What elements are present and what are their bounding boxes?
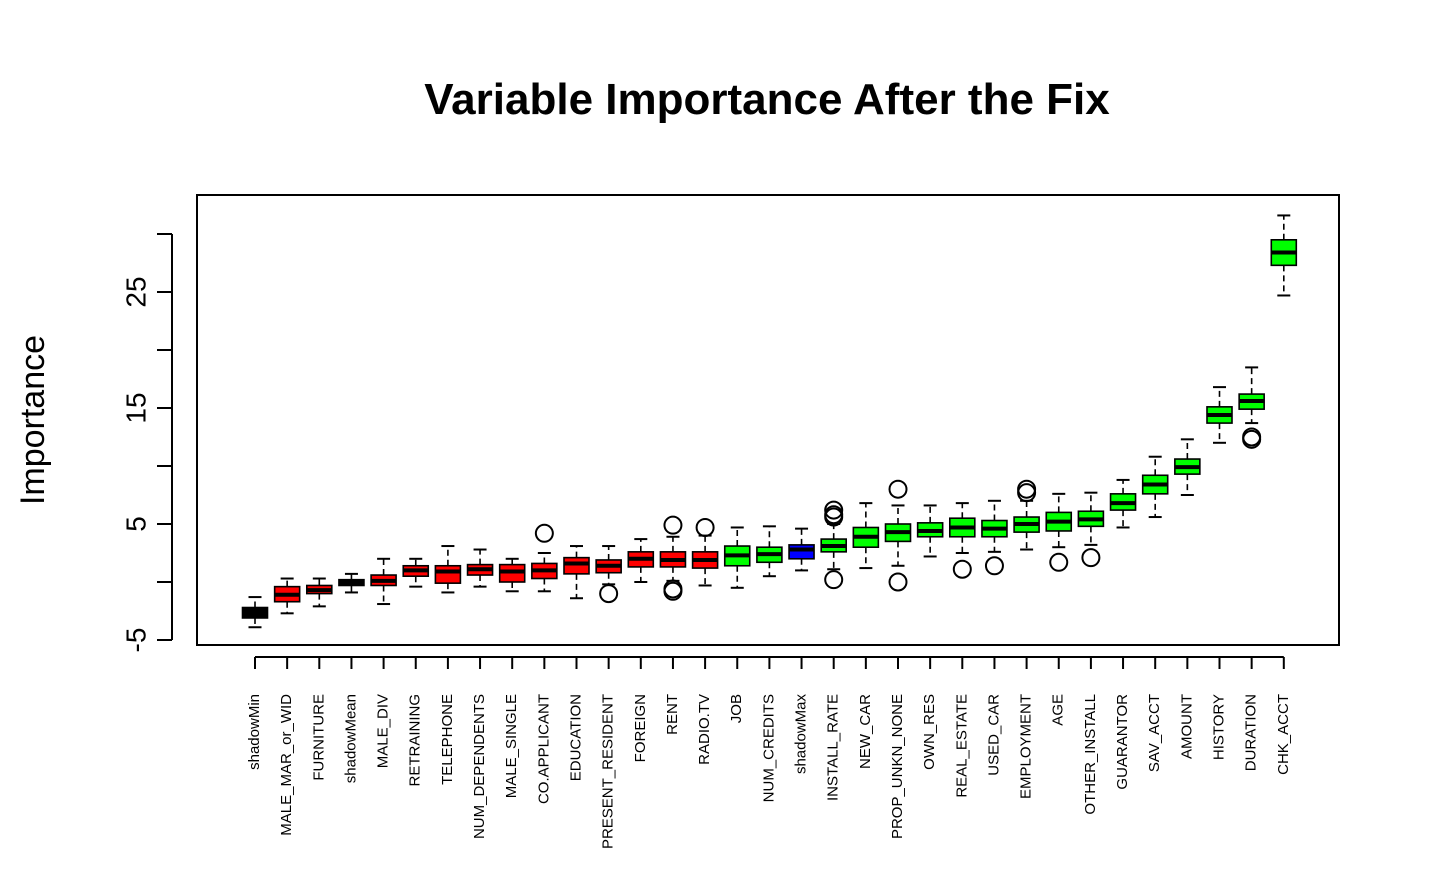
outlier-point xyxy=(663,515,683,535)
box-REAL_ESTATE xyxy=(948,502,976,579)
outlier-point xyxy=(824,500,844,520)
x-tick-label: TELEPHONE xyxy=(439,694,456,785)
box-MALE_DIV xyxy=(370,557,397,606)
outlier-point xyxy=(824,507,844,527)
outlier-point xyxy=(534,523,554,543)
box-NUM_DEPENDENTS xyxy=(466,548,494,588)
x-tick-label: INSTALL_RATE xyxy=(825,694,842,801)
x-tick-label: REAL_ESTATE xyxy=(953,694,970,798)
box-EDUCATION xyxy=(563,545,590,600)
outlier-point xyxy=(952,559,972,579)
box-RENT xyxy=(659,515,687,601)
y-tick-label: 5 xyxy=(120,516,151,532)
box-AMOUNT xyxy=(1174,438,1201,496)
outlier-point xyxy=(888,572,908,592)
x-tick-label: HISTORY xyxy=(1210,694,1227,760)
box-CHK_ACCT xyxy=(1270,214,1298,297)
y-tick-label: -5 xyxy=(120,628,151,653)
outlier-point xyxy=(1242,429,1262,449)
x-tick-label: SAV_ACCT xyxy=(1146,694,1163,772)
y-axis: -5 5 15 25 xyxy=(120,233,173,653)
box-SAV_ACCT xyxy=(1141,455,1169,519)
y-axis-label: Importance xyxy=(14,335,52,505)
x-tick-label: shadowMean xyxy=(342,694,359,783)
box-NUM_CREDITS xyxy=(756,525,783,578)
x-tick-label: shadowMin xyxy=(246,694,263,770)
y-tick-label: 15 xyxy=(120,392,151,423)
x-tick-label: AMOUNT xyxy=(1178,694,1195,759)
x-tick-label: GUARANTOR xyxy=(1114,694,1131,790)
box-iqr xyxy=(434,564,462,584)
box-INSTALL_RATE xyxy=(820,500,848,590)
x-tick-label: EDUCATION xyxy=(567,694,584,781)
box-RADIO.TV xyxy=(691,517,719,587)
y-tick-label: 25 xyxy=(120,276,151,307)
box-iqr xyxy=(563,556,590,575)
outlier-point xyxy=(824,570,844,590)
x-tick-label: FURNITURE xyxy=(310,694,327,781)
box-EMPLOYMENT xyxy=(1013,479,1040,551)
x-tick-label: RETRAINING xyxy=(407,694,424,787)
x-tick-label: OTHER_INSTALL xyxy=(1082,694,1099,815)
x-tick-label: CO.APPLICANT xyxy=(535,694,552,804)
box-USED_CAR xyxy=(981,499,1008,576)
box-GUARANTOR xyxy=(1109,478,1137,529)
box-FOREIGN xyxy=(627,538,655,583)
box-TELEPHONE xyxy=(434,545,462,594)
x-tick-label: NEW_CAR xyxy=(857,694,874,769)
x-tick-label: NUM_DEPENDENTS xyxy=(471,694,488,839)
box-MALE_MAR_or_WID xyxy=(273,577,301,615)
x-tick-label: shadowMax xyxy=(793,694,810,775)
x-tick-label: OWN_RES xyxy=(921,694,938,770)
x-tick-label: USED_CAR xyxy=(985,694,1002,776)
box-shadowMin xyxy=(241,596,269,629)
box-shadowMax xyxy=(788,527,815,572)
box-PROP_UNKN_NONE xyxy=(884,479,912,592)
outlier-point xyxy=(663,581,683,601)
box-OTHER_INSTALL xyxy=(1077,491,1105,568)
outlier-point xyxy=(695,517,715,537)
x-tick-label: MALE_SINGLE xyxy=(503,694,520,798)
box-shadowMean xyxy=(338,572,365,594)
x-tick-label: EMPLOYMENT xyxy=(1018,694,1035,799)
box-iqr xyxy=(788,544,815,560)
x-tick-label: PROP_UNKN_NONE xyxy=(889,694,906,839)
box-FURNITURE xyxy=(305,577,333,608)
boxes xyxy=(241,214,1298,629)
outlier-point xyxy=(1049,552,1069,572)
x-axis: shadowMin MALE_MAR_or_WID FURNITURE shadowM… xyxy=(246,656,1292,849)
box-RETRAINING xyxy=(402,557,430,588)
x-tick-label: RADIO.TV xyxy=(696,694,713,765)
outlier-point xyxy=(984,556,1004,576)
x-tick-label: MALE_DIV xyxy=(375,694,392,768)
x-tick-label: PRESENT_RESIDENT xyxy=(600,694,617,849)
plot-frame xyxy=(196,194,1340,646)
outlier-point xyxy=(1081,548,1101,568)
x-tick-label: RENT xyxy=(664,694,681,735)
box-AGE xyxy=(1045,492,1073,572)
chart-title: Variable Importance After the Fix xyxy=(424,75,1110,124)
box-HISTORY xyxy=(1206,386,1233,444)
box-CO.APPLICANT xyxy=(531,523,558,593)
x-tick-label: NUM_CREDITS xyxy=(760,694,777,802)
outlier-point xyxy=(599,584,619,604)
box-MALE_SINGLE xyxy=(498,557,526,593)
outlier-point xyxy=(888,479,908,499)
box-OWN_RES xyxy=(916,504,944,558)
x-tick-label: FOREIGN xyxy=(632,694,649,762)
box-PRESENT_RESIDENT xyxy=(595,545,622,604)
box-NEW_CAR xyxy=(852,502,880,570)
x-tick-label: CHK_ACCT xyxy=(1275,694,1292,775)
x-tick-label: MALE_MAR_or_WID xyxy=(278,694,295,836)
x-tick-label: AGE xyxy=(1050,694,1067,726)
box-DURATION xyxy=(1238,366,1265,449)
outlier-point xyxy=(1017,483,1037,503)
x-tick-label: JOB xyxy=(728,694,745,723)
box-JOB xyxy=(723,526,751,589)
x-tick-label: DURATION xyxy=(1243,694,1260,771)
